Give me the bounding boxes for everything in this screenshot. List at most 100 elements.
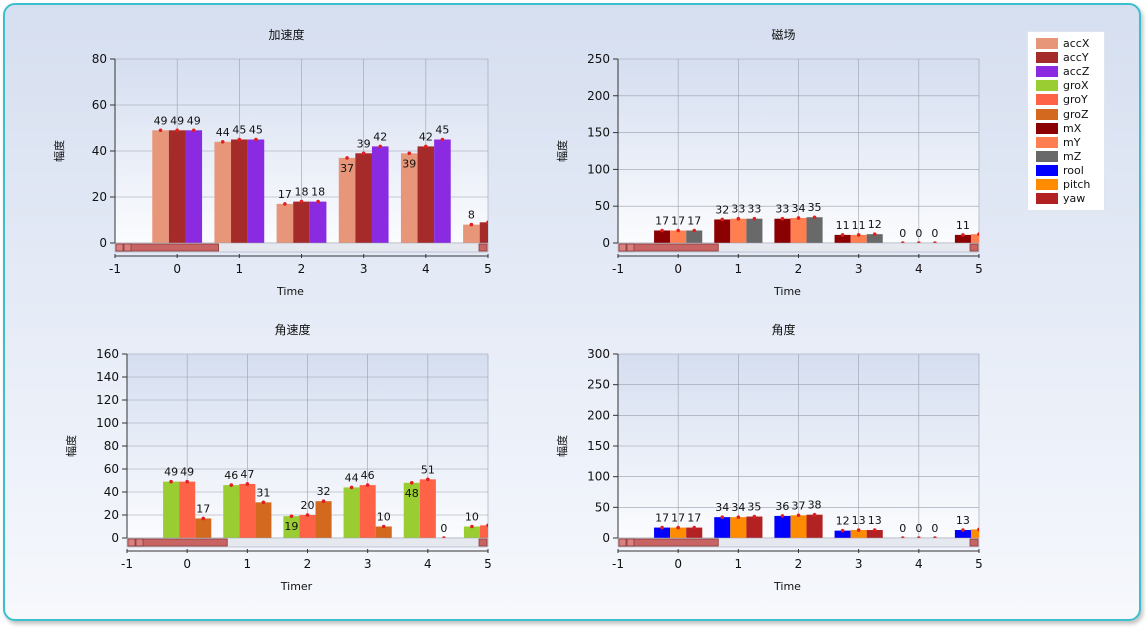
- bar-rool: [834, 530, 851, 538]
- bars: [152, 128, 488, 243]
- point-marker: [424, 144, 428, 149]
- y-tick-label: 250: [587, 378, 610, 392]
- bar-yaw: [746, 516, 763, 538]
- point-marker: [752, 216, 757, 221]
- scrollbar-end-button: [969, 243, 979, 252]
- data-label: 49: [164, 466, 178, 479]
- bar-accZ: [371, 146, 389, 243]
- data-label: 38: [808, 499, 822, 512]
- legend-label: groY: [1063, 93, 1088, 107]
- data-label: 35: [808, 201, 822, 214]
- point-marker: [409, 481, 414, 485]
- point-marker: [720, 217, 725, 222]
- bar-mZ: [866, 234, 883, 243]
- scrollbar-end-button: [969, 538, 979, 547]
- legend-swatch: [1036, 66, 1058, 78]
- data-label: 0: [931, 522, 938, 535]
- bar-accX: [152, 130, 169, 243]
- x-tick-label: 4: [915, 262, 923, 276]
- x-tick-label: 0: [173, 262, 181, 276]
- y-tick-label: 150: [587, 126, 610, 140]
- point-marker: [486, 523, 488, 528]
- y-tick-label: 80: [92, 52, 107, 66]
- legend-label: pitch: [1063, 178, 1091, 191]
- bar-groX: [163, 481, 180, 538]
- data-label: 0: [915, 522, 922, 535]
- chart-title: 角度: [771, 322, 795, 337]
- legend-swatch: [1036, 122, 1058, 134]
- point-marker: [676, 525, 680, 530]
- y-axis-label: 幅度: [555, 140, 569, 162]
- y-axis-label: 幅度: [64, 435, 78, 457]
- data-label: 0: [931, 227, 938, 240]
- x-tick-label: 2: [795, 262, 803, 276]
- bar-rool: [954, 530, 971, 538]
- data-label: 11: [836, 219, 850, 232]
- legend-label: accY: [1063, 51, 1089, 65]
- point-marker: [486, 220, 488, 225]
- data-label: 46: [361, 469, 375, 482]
- point-marker: [316, 199, 320, 204]
- chart-title: 磁场: [771, 27, 795, 42]
- data-label: 37: [340, 162, 354, 175]
- y-tick-label: 20: [92, 190, 107, 204]
- legend-swatch: [1036, 193, 1058, 205]
- data-label: 42: [419, 130, 433, 143]
- bar-pitch: [970, 529, 979, 538]
- legend-label: groZ: [1063, 107, 1089, 121]
- bar-groZ: [255, 502, 272, 538]
- x-tick-label: 0: [183, 557, 191, 571]
- point-marker: [692, 228, 697, 233]
- point-marker: [812, 215, 817, 220]
- data-label: 0: [899, 522, 906, 535]
- scrollbar-button-left: [618, 243, 627, 252]
- y-axis-label: 幅度: [555, 435, 569, 457]
- x-tick-label: 1: [735, 262, 743, 276]
- scrollbar-end-button: [478, 243, 488, 252]
- bar-rool: [654, 527, 671, 538]
- point-marker: [440, 137, 445, 142]
- data-label: 0: [440, 522, 447, 535]
- bar-groY: [239, 483, 256, 538]
- bar-groY: [299, 515, 316, 538]
- bar-pitch: [790, 515, 807, 538]
- data-label: 49: [154, 114, 168, 127]
- data-label: 49: [180, 466, 194, 479]
- y-tick-label: 100: [587, 470, 610, 484]
- legend-label: accZ: [1063, 65, 1090, 79]
- data-label: 17: [671, 512, 685, 525]
- bar-accZ: [247, 139, 265, 243]
- y-tick-label: 20: [104, 508, 119, 522]
- y-tick-label: 150: [587, 439, 610, 453]
- x-tick-label: 5: [975, 557, 983, 571]
- x-tick-label: 1: [244, 557, 252, 571]
- legend-label: mX: [1063, 121, 1082, 135]
- x-tick-label: -1: [612, 262, 624, 276]
- legend-swatch: [1036, 52, 1058, 64]
- y-tick-label: 40: [104, 485, 119, 499]
- point-marker: [407, 151, 412, 156]
- bar-accY: [231, 139, 248, 243]
- data-label: 45: [232, 124, 246, 137]
- bar-groX: [463, 526, 480, 538]
- point-marker: [977, 527, 979, 532]
- scrollbar-button-left: [115, 243, 124, 252]
- point-marker: [349, 485, 354, 490]
- point-marker: [796, 216, 801, 220]
- data-label: 19: [284, 520, 298, 533]
- x-tick-label: -1: [121, 557, 133, 571]
- data-label: 17: [655, 214, 669, 227]
- y-tick-label: 200: [587, 89, 610, 103]
- bar-mY: [850, 234, 867, 243]
- point-marker: [185, 479, 189, 484]
- data-label: 39: [402, 157, 416, 170]
- x-tick-label: 1: [735, 557, 743, 571]
- scrollbar-button-right: [626, 538, 635, 547]
- data-label: 48: [405, 487, 419, 500]
- point-marker: [736, 216, 741, 221]
- x-tick-label: 3: [360, 262, 368, 276]
- bar-groY: [479, 525, 488, 538]
- bar-yaw: [866, 530, 883, 538]
- x-tick-label: 2: [795, 557, 803, 571]
